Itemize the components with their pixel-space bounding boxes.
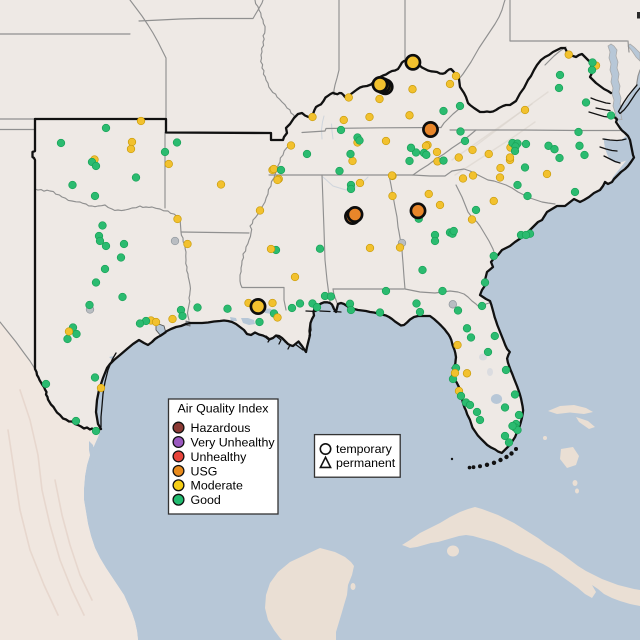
svg-text:Very Unhealthy: Very Unhealthy (191, 435, 276, 449)
svg-text:USG: USG (191, 464, 218, 478)
svg-text:Hazardous: Hazardous (191, 421, 251, 435)
svg-text:temporary: temporary (336, 442, 393, 456)
svg-text:Moderate: Moderate (191, 479, 243, 493)
svg-text:Unhealthy: Unhealthy (191, 450, 248, 464)
svg-text:Air Quality Index: Air Quality Index (178, 402, 270, 416)
svg-text:Good: Good (191, 493, 221, 507)
svg-text:permanent: permanent (336, 456, 396, 470)
